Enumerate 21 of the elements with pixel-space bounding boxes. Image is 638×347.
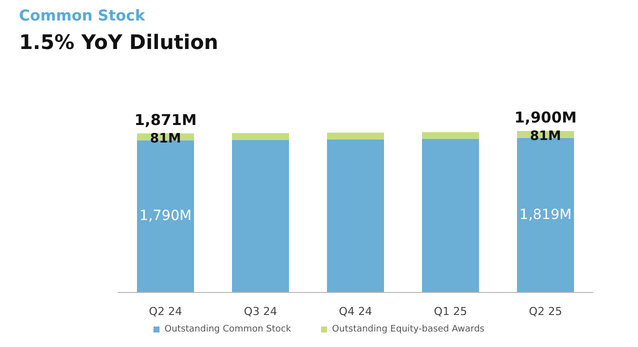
chart-title: Common Stock [19,6,146,24]
bar [232,133,289,140]
x-tick-label: Q3 24 [244,305,278,318]
legend-label: Outstanding Common Stock [164,324,292,334]
bar [422,132,479,139]
legend-label: Outstanding Equity-based Awards [332,324,485,334]
x-tick-label: Q1 25 [434,305,468,318]
x-tick-label: Q4 24 [338,305,372,318]
data-label: 81M [150,131,182,146]
data-label: 1,819M [519,206,572,223]
total-label: 1,900M [514,108,577,126]
x-tick-label: Q2 25 [528,305,562,318]
bar [327,139,384,292]
bar [232,140,289,292]
data-label: 1,790M [139,208,192,224]
bar [422,138,479,292]
total-label: 1,871M [134,110,197,129]
chart-subtitle: 1.5% YoY Dilution [19,30,218,54]
bar [327,132,384,140]
data-label: 81M [530,128,562,144]
x-tick-label: Q2 24 [148,305,182,318]
